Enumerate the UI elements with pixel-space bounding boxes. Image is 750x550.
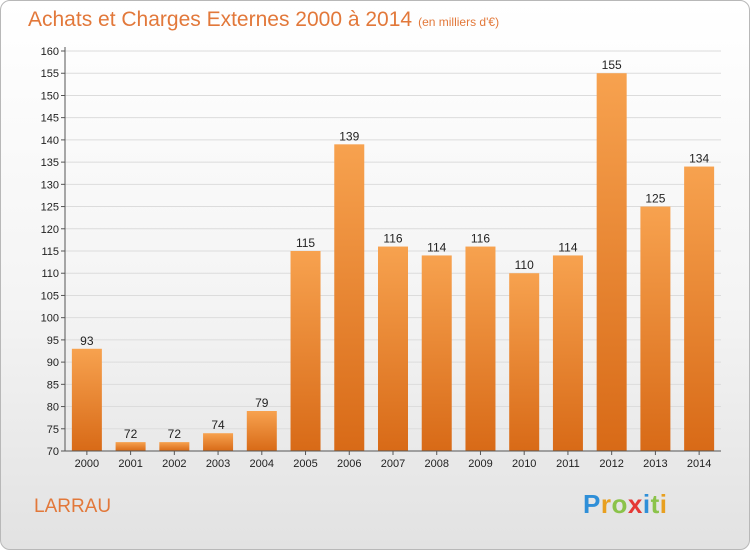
x-tick-label: 2013	[643, 458, 667, 470]
y-tick-label: 130	[41, 179, 59, 191]
bar	[246, 411, 277, 451]
y-tick-label: 95	[47, 335, 59, 347]
logo-letter: i	[659, 489, 668, 519]
x-tick-label: 2011	[556, 458, 580, 470]
bar-value-label: 93	[80, 334, 94, 348]
logo-letter: i	[642, 489, 651, 519]
y-tick-label: 140	[41, 135, 59, 147]
chart-title: Achats et Charges Externes 2000 à 2014 (e…	[28, 7, 499, 35]
chart-title-text: Achats et Charges Externes 2000 à 2014	[28, 8, 413, 31]
x-tick-label: 2000	[75, 458, 99, 470]
y-tick-label: 155	[41, 68, 59, 80]
y-tick-label: 120	[41, 224, 59, 236]
bar-value-label: 134	[689, 152, 709, 166]
bar	[334, 144, 365, 452]
y-tick-label: 75	[47, 424, 59, 436]
bar-value-label: 72	[168, 427, 182, 441]
bar-value-label: 115	[296, 236, 315, 250]
x-tick-label: 2001	[118, 458, 142, 470]
bar	[640, 206, 671, 451]
bar	[290, 251, 321, 451]
bar-value-label: 72	[124, 427, 138, 441]
y-tick-label: 160	[41, 46, 59, 58]
x-axis-ticks: 2000 2001 2002 2003 2004 2005 2006 2007 2008 2009…	[75, 451, 711, 470]
x-tick-label: 2014	[687, 458, 711, 470]
bar	[115, 442, 146, 451]
x-tick-label: 2009	[468, 458, 492, 470]
axes	[64, 47, 721, 452]
bar-value-label: 125	[645, 192, 665, 206]
x-tick-label: 2003	[206, 458, 230, 470]
x-tick-label: 2012	[599, 458, 623, 470]
bar-value-label: 139	[339, 129, 359, 143]
logo-letter: x	[627, 489, 643, 519]
y-tick-label: 115	[41, 246, 59, 258]
bar	[71, 348, 102, 451]
logo-letter: o	[611, 489, 628, 519]
x-tick-label: 2007	[381, 458, 405, 470]
y-tick-label: 90	[47, 357, 59, 369]
x-tick-label: 2006	[337, 458, 361, 470]
bar	[596, 73, 627, 451]
bar-value-label: 114	[558, 240, 577, 254]
y-tick-label: 80	[47, 402, 59, 414]
bar-value-label: 116	[471, 232, 490, 246]
y-tick-label: 100	[41, 313, 59, 325]
bars: 93 72 72 74 79 115 139 116 114 116 110 114 155 125 134	[71, 58, 715, 452]
x-tick-label: 2010	[512, 458, 536, 470]
bar-value-label: 79	[255, 396, 269, 410]
proxiti-logo: Proxiti	[583, 488, 667, 520]
y-tick-label: 135	[41, 157, 59, 169]
bar-value-label: 116	[383, 232, 402, 246]
bar-value-label: 110	[515, 258, 534, 272]
y-axis-ticks: 70 75 80 85 90 95 100 105 110 115 120 125 130 135 140 1…	[41, 46, 65, 458]
bar	[378, 246, 408, 451]
y-tick-label: 145	[41, 113, 59, 125]
bar	[159, 442, 190, 451]
y-tick-label: 110	[41, 268, 59, 280]
logo-letter: P	[583, 489, 601, 519]
bar-value-label: 114	[427, 240, 446, 254]
x-tick-label: 2004	[250, 458, 274, 470]
bar-value-label: 74	[211, 418, 225, 432]
commune-name: LARRAU	[34, 496, 112, 517]
y-tick-label: 105	[41, 290, 59, 302]
bar	[203, 433, 234, 451]
logo-letter: r	[600, 489, 612, 519]
bar	[421, 255, 452, 451]
bar	[465, 246, 496, 451]
logo-letter: t	[650, 489, 660, 519]
y-tick-label: 150	[41, 90, 59, 102]
y-tick-label: 125	[41, 202, 59, 214]
chart-unit: (en milliers d'€)	[418, 15, 500, 29]
x-tick-label: 2008	[424, 458, 448, 470]
bar	[509, 273, 540, 451]
x-tick-label: 2005	[293, 458, 317, 470]
x-tick-label: 2002	[162, 458, 186, 470]
y-tick-label: 70	[47, 446, 59, 458]
bar	[552, 255, 583, 451]
bar-value-label: 155	[602, 58, 622, 72]
bar	[684, 166, 715, 452]
y-tick-label: 85	[47, 379, 59, 391]
